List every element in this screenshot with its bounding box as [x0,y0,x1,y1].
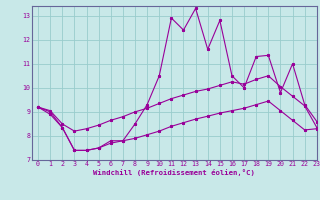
X-axis label: Windchill (Refroidissement éolien,°C): Windchill (Refroidissement éolien,°C) [93,169,255,176]
